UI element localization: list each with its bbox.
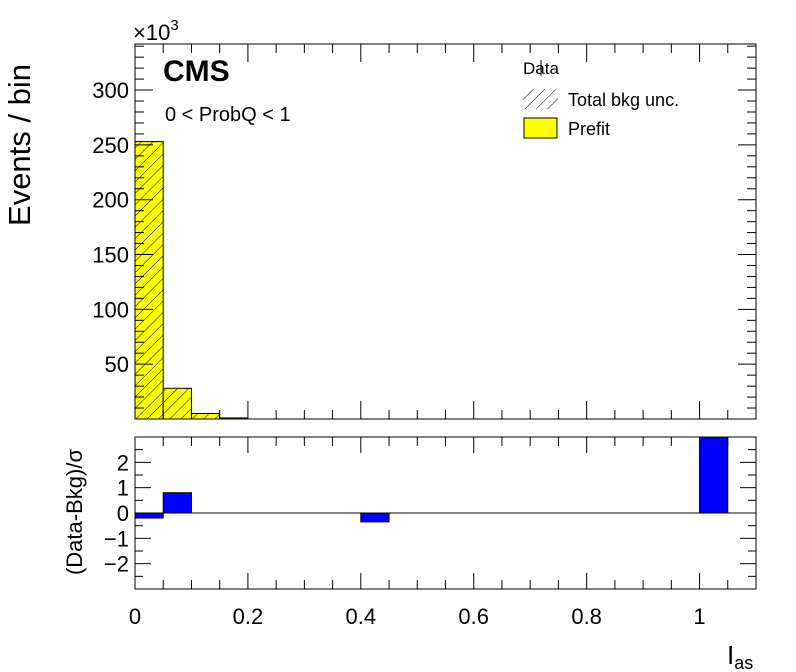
pull-bar	[360, 512, 390, 523]
y-multiplier: ×103	[133, 17, 179, 45]
bkg-unc-band	[163, 388, 192, 419]
x-axis-label: Ias	[727, 640, 753, 672]
y-tick-label: 250	[92, 133, 129, 158]
bkg-unc-band	[135, 141, 164, 420]
legend-entry-prefit: Prefit	[523, 117, 610, 139]
y-axis-label: Events / bin	[2, 64, 37, 226]
x-tick-label: 0.4	[346, 604, 377, 629]
pull-bar	[699, 436, 729, 514]
main-histogram	[134, 141, 249, 420]
bkg-unc-band	[219, 417, 248, 419]
legend-bkg-unc-label: Total bkg unc.	[568, 90, 679, 110]
pull-bar	[162, 492, 192, 514]
main-x-ticks	[134, 44, 729, 419]
ratio-y-tick-label: 2	[117, 450, 129, 475]
ratio-y-axis-label: (Data-Bkg)/σ	[62, 449, 87, 575]
experiment-label: CMS	[163, 55, 230, 88]
x-tick-label: 0	[129, 604, 141, 629]
y-tick-label: 150	[92, 243, 129, 268]
y-tick-label: 100	[92, 297, 129, 322]
legend-entry-bkg-unc: Total bkg unc.	[523, 89, 679, 110]
x-tick-label: 1	[693, 604, 705, 629]
legend: Data Total bkg unc. Prefit	[523, 59, 679, 139]
legend-data-label: Data	[523, 59, 559, 78]
prefit-swatch-icon	[523, 117, 558, 139]
y-tick-label: 200	[92, 188, 129, 213]
y-tick-label: 300	[92, 78, 129, 103]
main-y-ticks: 50 100 150 200 250 300	[92, 45, 756, 409]
ratio-x-ticks: 0 0.2 0.4 0.6 0.8 1	[129, 437, 729, 629]
pull-histogram	[134, 436, 756, 523]
x-tick-label: 0.6	[458, 604, 489, 629]
pull-bar	[134, 512, 164, 519]
legend-prefit-label: Prefit	[568, 119, 610, 139]
ratio-y-tick-label: 1	[117, 476, 129, 501]
ratio-y-tick-label: −1	[104, 526, 129, 551]
legend-entry-data: Data	[523, 59, 559, 78]
hatch-swatch-icon	[523, 89, 558, 109]
y-tick-label: 50	[105, 352, 129, 377]
selection-label: 0 < ProbQ < 1	[165, 104, 291, 126]
x-tick-label: 0.2	[233, 604, 264, 629]
bkg-unc-band	[191, 413, 220, 419]
ratio-y-tick-label: 0	[117, 501, 129, 526]
x-tick-label: 0.8	[571, 604, 602, 629]
ratio-y-tick-label: −2	[104, 552, 129, 577]
